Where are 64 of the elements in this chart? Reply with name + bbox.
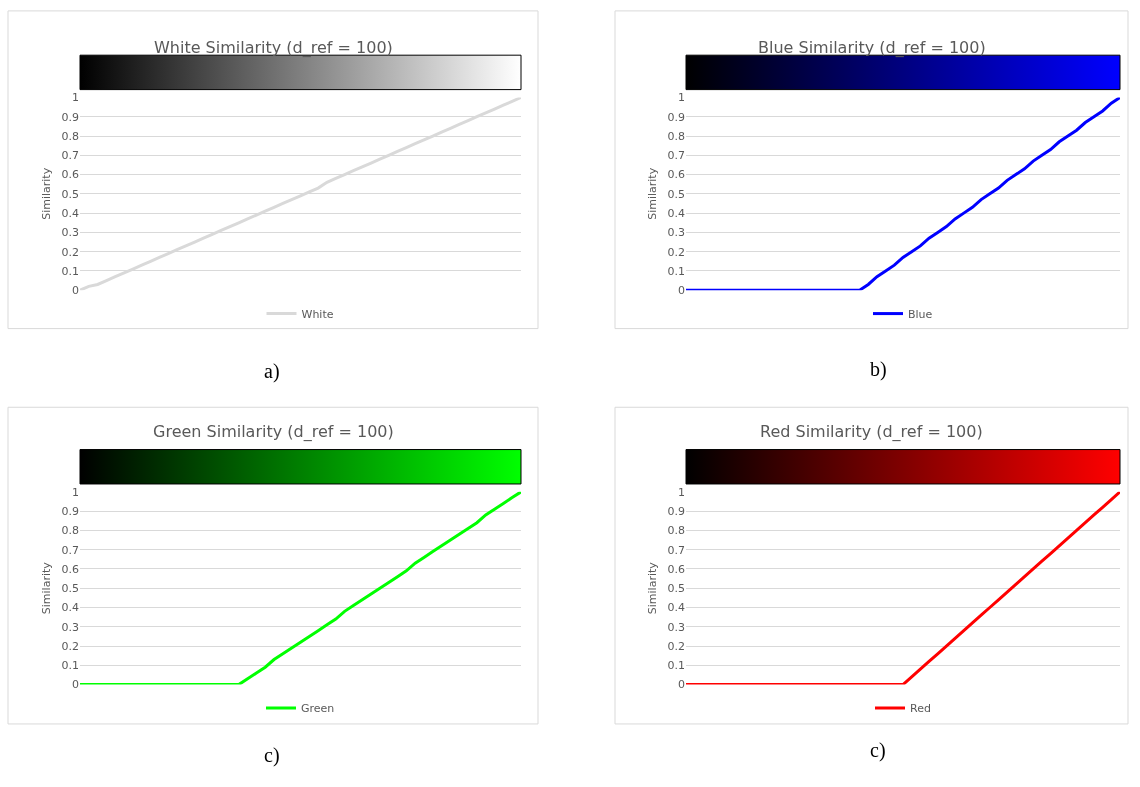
y-tick-label: 0.8 — [667, 524, 685, 538]
y-tick-label: 0.9 — [61, 504, 79, 518]
y-tick-label: 0.5 — [61, 187, 79, 201]
y-tick-label: 0.3 — [667, 226, 685, 240]
y-tick-label: 0.3 — [61, 226, 79, 240]
chart-title: Blue Similarity (d_ref = 100) — [758, 38, 986, 58]
y-tick-label: 0.2 — [61, 639, 79, 653]
line-series — [80, 491, 521, 685]
y-tick-label: 0 — [678, 678, 685, 692]
y-tick-label: 1 — [72, 91, 79, 105]
y-tick-label: 0.7 — [61, 149, 79, 163]
chart-title: Red Similarity (d_ref = 100) — [760, 422, 983, 442]
y-tick-label: 0.1 — [667, 264, 685, 278]
y-axis-title: Similarity — [646, 561, 660, 615]
y-tick-label: 0.5 — [667, 187, 685, 201]
text: a) — [264, 360, 280, 383]
text: c) — [870, 739, 886, 762]
y-tick-label: 0.3 — [61, 620, 79, 634]
y-tick-label: 0.2 — [667, 639, 685, 653]
y-tick-label: 0.2 — [667, 245, 685, 259]
y-tick-label: 0.4 — [667, 601, 685, 615]
text: c) — [264, 744, 280, 767]
line-series — [686, 97, 1120, 291]
line-series — [686, 491, 1120, 685]
chart-title: White Similarity (d_ref = 100) — [154, 38, 393, 58]
y-tick-label: 1 — [678, 485, 685, 499]
y-tick-label: 0.4 — [667, 206, 685, 220]
y-axis-title: Similarity — [40, 167, 54, 220]
y-tick-label: 0.6 — [61, 562, 79, 576]
text: b) — [870, 358, 887, 381]
y-tick-label: 0.3 — [667, 620, 685, 634]
y-tick-label: 0.8 — [61, 129, 79, 143]
line-series — [80, 97, 521, 291]
y-tick-label: 0.6 — [667, 562, 685, 576]
legend-label: Blue — [908, 307, 933, 321]
y-tick-label: 0.5 — [667, 582, 685, 596]
legend-label: Red — [910, 702, 931, 716]
y-tick-label: 0.4 — [61, 206, 79, 220]
y-tick-label: 0 — [678, 284, 685, 298]
y-tick-label: 0.1 — [667, 659, 685, 673]
y-tick-label: 0.1 — [61, 264, 79, 278]
y-tick-label: 0.9 — [667, 504, 685, 518]
chart-title: Green Similarity (d_ref = 100) — [153, 422, 394, 442]
y-tick-label: 0.9 — [667, 110, 685, 124]
y-tick-label: 0.5 — [61, 582, 79, 596]
y-tick-label: 0.1 — [61, 659, 79, 673]
y-tick-label: 0 — [72, 678, 79, 692]
legend-label: White — [301, 307, 334, 321]
y-axis-title: Similarity — [40, 561, 54, 615]
y-tick-label: 1 — [678, 91, 685, 105]
legend-label: Green — [301, 702, 335, 716]
y-tick-label: 1 — [72, 485, 79, 499]
y-tick-label: 0.9 — [61, 110, 79, 124]
y-tick-label: 0.7 — [61, 543, 79, 557]
y-tick-label: 0 — [72, 284, 79, 298]
y-tick-label: 0.7 — [667, 543, 685, 557]
y-tick-label: 0.2 — [61, 245, 79, 259]
y-tick-label: 0.4 — [61, 601, 79, 615]
y-tick-label: 0.7 — [667, 149, 685, 163]
y-tick-label: 0.8 — [667, 129, 685, 143]
y-tick-label: 0.6 — [61, 168, 79, 182]
y-tick-label: 0.6 — [667, 168, 685, 182]
y-axis-title: Similarity — [646, 167, 660, 220]
y-tick-label: 0.8 — [61, 524, 79, 538]
